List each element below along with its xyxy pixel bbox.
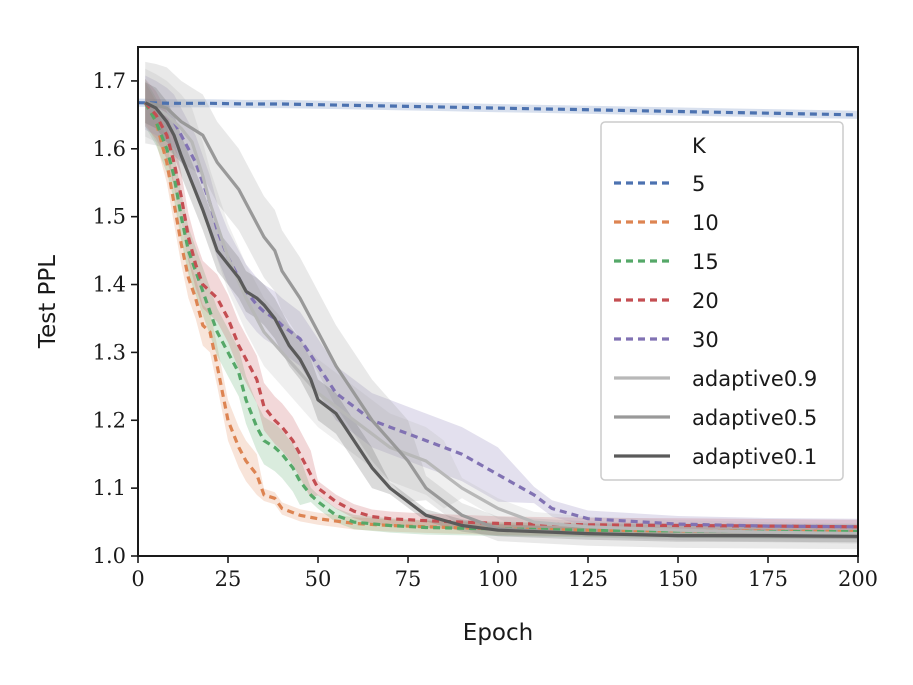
legend-label-adaptive0-5: adaptive0.5: [692, 406, 817, 430]
series-line-30: [144, 101, 859, 529]
band-adaptive0-9: [145, 68, 858, 544]
y-tick-label: 1.2: [93, 408, 126, 432]
series-line-adaptive0-9: [144, 101, 859, 536]
legend-label-15: 15: [692, 250, 719, 274]
series-line-10: [143, 101, 859, 534]
legend-title: K: [692, 134, 707, 158]
y-axis-label: Test PPL: [35, 255, 61, 349]
y-tick-label: 1.0: [93, 544, 126, 568]
y-tick-label: 1.4: [93, 273, 126, 297]
series-line-adaptive0-5: [144, 101, 859, 539]
legend: K 5 10 15 20 30 adaptive0.9 adaptive0.5 adaptive…: [600, 121, 844, 481]
x-tick-label: 0: [131, 567, 144, 591]
y-tick-label: 1.7: [93, 69, 126, 93]
y-axis: 1.0 1.1 1.2 1.3 1.4 1.5 1.6 1.7: [93, 69, 138, 568]
legend-label-10: 10: [692, 211, 719, 235]
legend-label-30: 30: [692, 328, 719, 352]
x-tick-label: 125: [568, 567, 608, 591]
x-tick-label: 175: [748, 567, 788, 591]
y-tick-label: 1.5: [93, 205, 126, 229]
x-axis-label: Epoch: [463, 620, 533, 646]
x-axis: 0 25 50 75 100 125 150 175 200: [131, 556, 878, 591]
x-tick-label: 100: [478, 567, 518, 591]
legend-label-5: 5: [692, 172, 705, 196]
x-tick-label: 25: [215, 567, 242, 591]
legend-label-adaptive0-9: adaptive0.9: [692, 367, 817, 391]
legend-label-20: 20: [692, 289, 719, 313]
band-30: [145, 75, 858, 535]
series-line-5: [137, 101, 859, 117]
band-adaptive0-5: [145, 61, 858, 550]
series-line-adaptive0-1: [144, 101, 859, 538]
x-tick-label: 50: [305, 567, 332, 591]
x-tick-label: 150: [658, 567, 698, 591]
legend-box: [600, 121, 844, 481]
y-tick-label: 1.1: [93, 476, 126, 500]
series-lines: [137, 101, 859, 539]
series-line-20: [144, 101, 859, 529]
y-tick-label: 1.6: [93, 137, 126, 161]
legend-label-adaptive0-1: adaptive0.1: [692, 445, 817, 469]
x-tick-label: 75: [395, 567, 422, 591]
x-tick-label: 200: [838, 567, 878, 591]
y-tick-label: 1.3: [93, 340, 126, 364]
series-line-15: [143, 101, 858, 534]
